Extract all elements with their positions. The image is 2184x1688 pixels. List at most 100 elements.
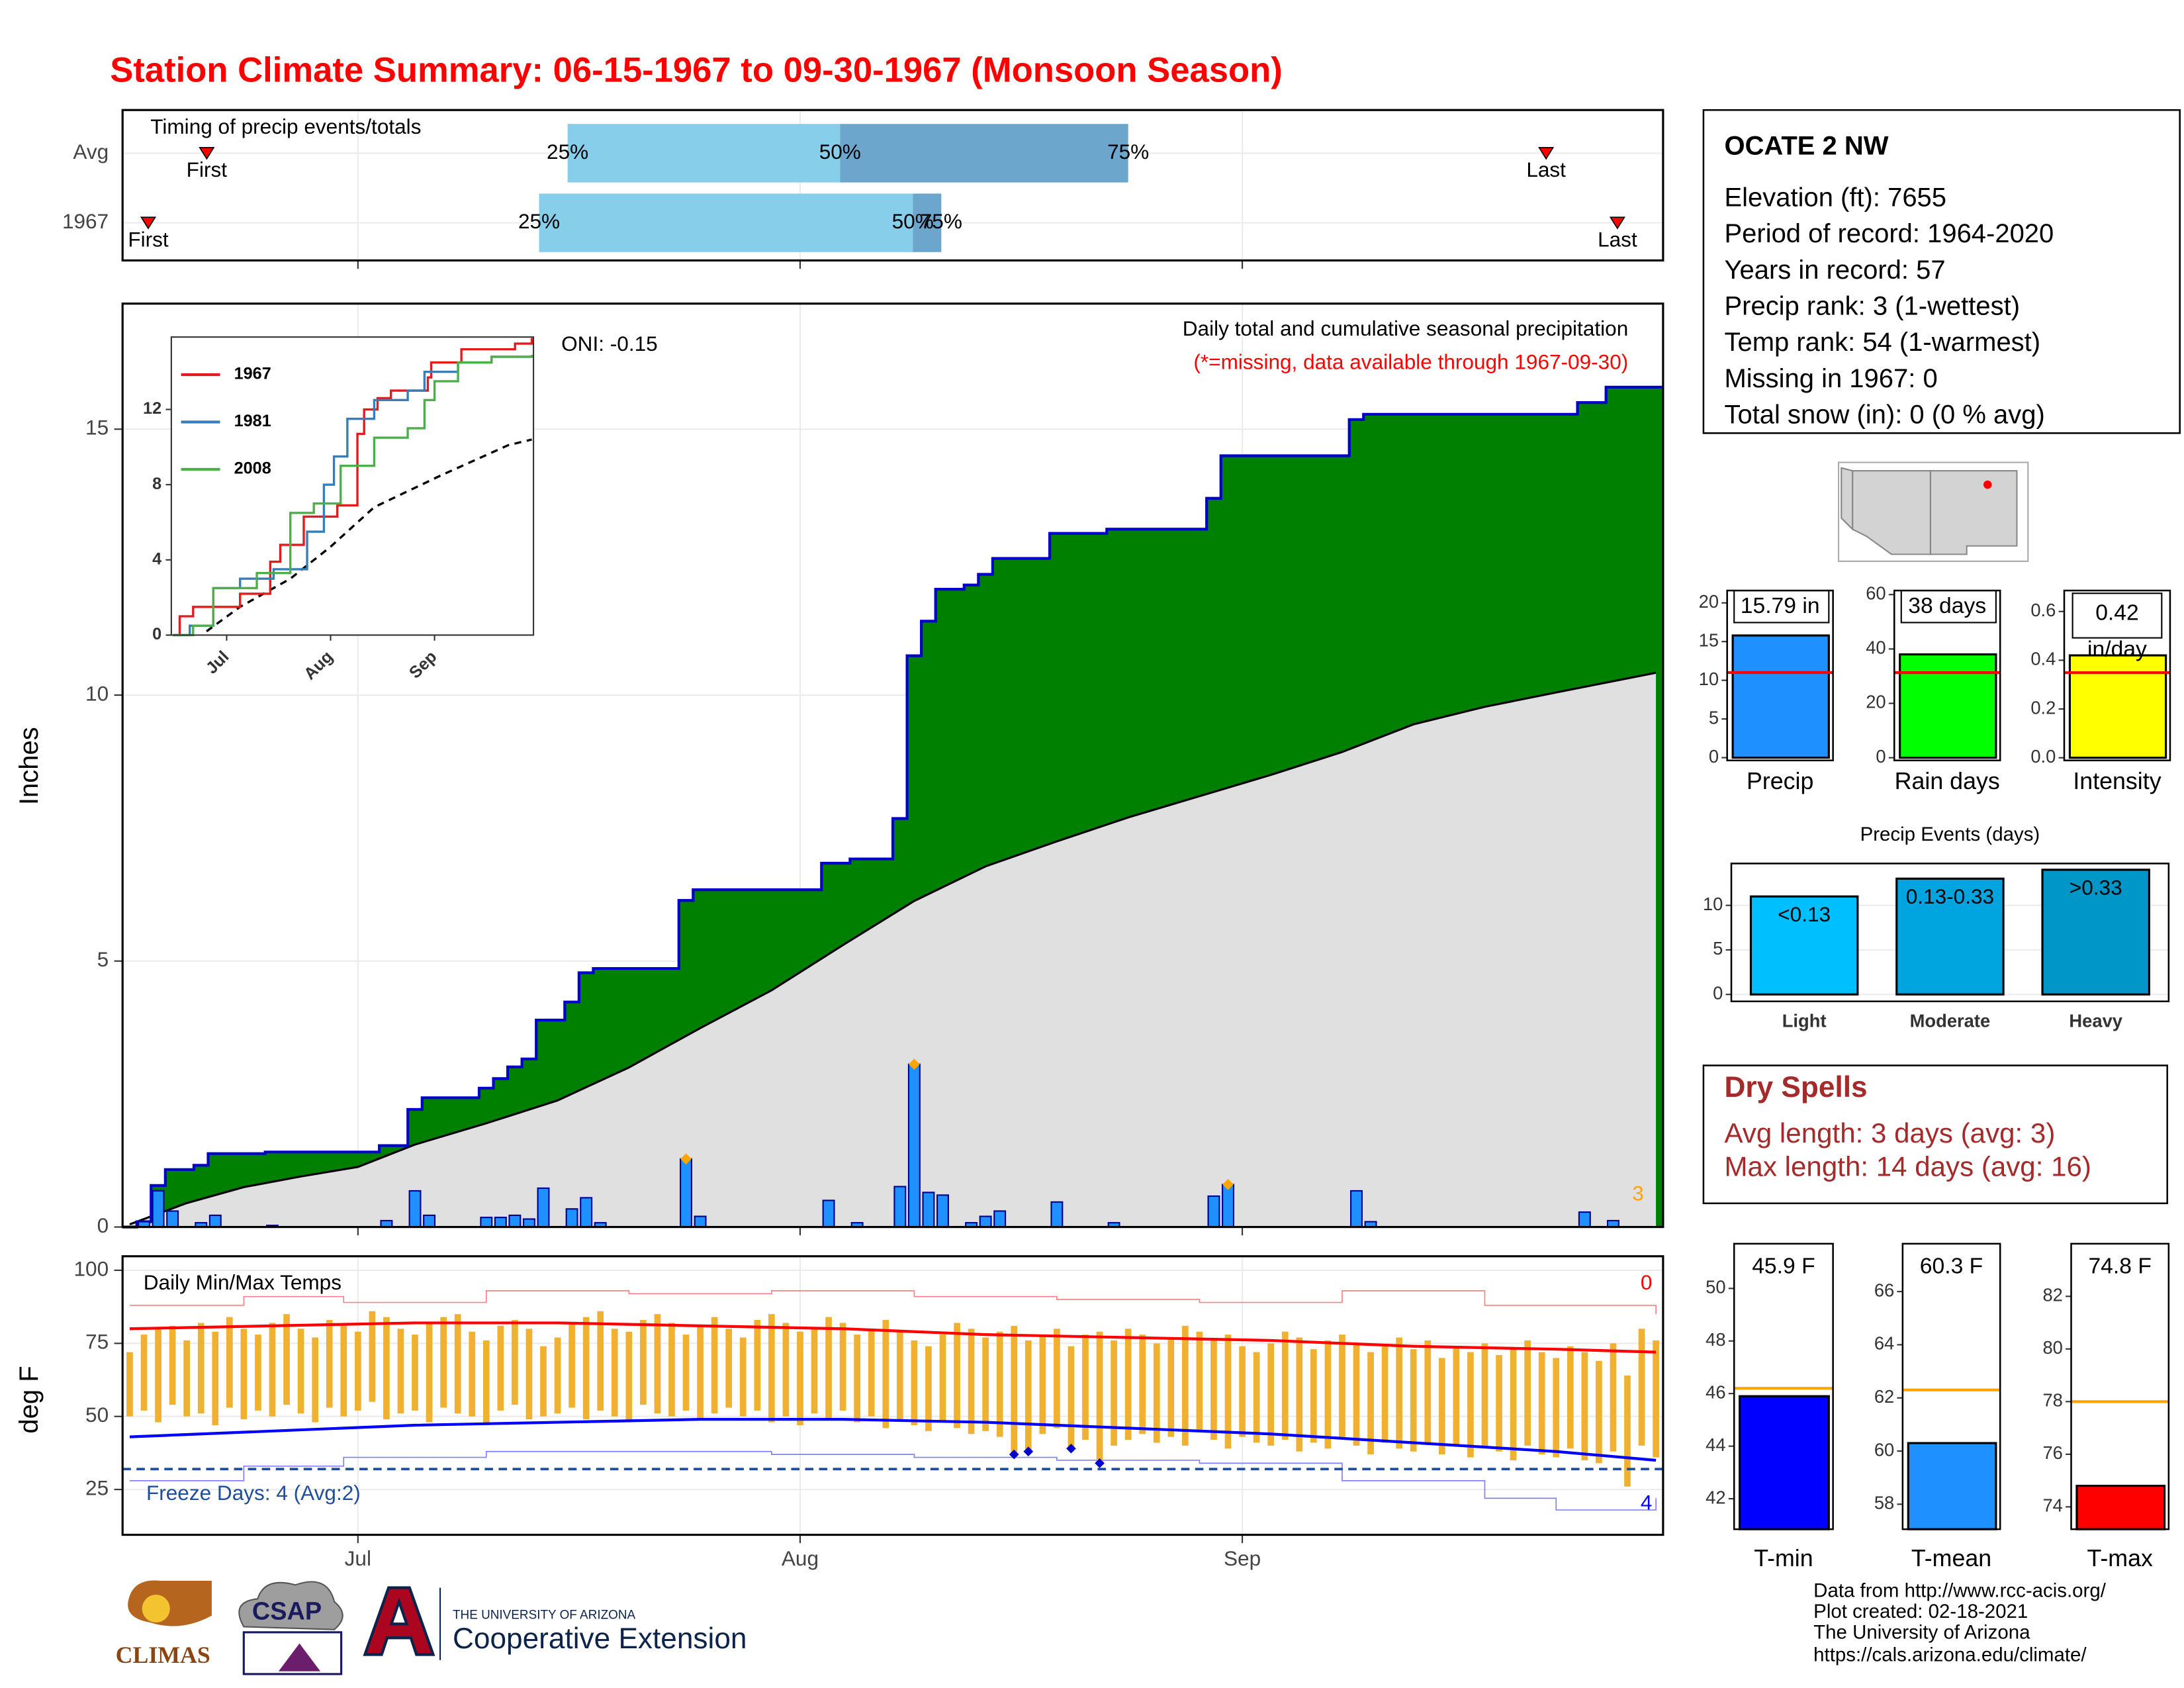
x-tick-label: Sep [1224, 1546, 1261, 1570]
y-axis-label: deg F [15, 1366, 44, 1433]
event-label: Last [1526, 158, 1566, 181]
bar [2075, 1484, 2166, 1530]
temp-range-bar [525, 1329, 533, 1420]
daily-bar [694, 1215, 707, 1228]
station-line: Years in record: 57 [1724, 256, 1945, 285]
temp-range-bar [1381, 1346, 1388, 1443]
quartile-label: 25% [547, 140, 588, 164]
low-count: 4 [1641, 1491, 1653, 1515]
panel-title: Precip Events (days) [1860, 823, 2040, 845]
y-tick-label: 0 [1876, 746, 1886, 767]
temp-range-bar [155, 1329, 161, 1423]
temp-range-bar [1324, 1340, 1332, 1449]
temp-range-bar [1153, 1343, 1160, 1443]
y-tick-label: 4 [152, 549, 161, 568]
quartile-band [913, 193, 942, 252]
temp-range-bar [1624, 1375, 1631, 1487]
temp-range-bar [996, 1331, 1003, 1437]
temp-range-bar [312, 1337, 319, 1423]
temp-range-bar [255, 1335, 261, 1411]
temp-range-bar [1082, 1335, 1089, 1440]
y-tick-label: 8 [152, 475, 161, 493]
temp-range-bar [1538, 1352, 1545, 1455]
value-label: in/day [2087, 637, 2147, 661]
bar [1899, 653, 1997, 759]
temp-range-bar [811, 1329, 818, 1414]
y-tick-label: 50 [85, 1403, 109, 1427]
temp-range-bar [854, 1335, 861, 1423]
average-line [206, 438, 532, 633]
high-count: 0 [1641, 1270, 1653, 1294]
temp-range-bar [1638, 1329, 1645, 1446]
daily-bar [680, 1158, 693, 1228]
daily-bar [152, 1190, 165, 1228]
y-tick-label: 0.2 [2030, 697, 2056, 718]
legend-label: 1967 [234, 365, 271, 383]
daily-bar [537, 1187, 550, 1228]
station-line: Period of record: 1964-2020 [1724, 219, 2054, 248]
daily-bar [993, 1210, 1007, 1228]
temp-range-bar [1267, 1343, 1275, 1446]
logo-text: THE UNIVERSITY OF ARIZONA [453, 1609, 636, 1622]
record-high-line [129, 1290, 1657, 1315]
temp-range-bar [183, 1340, 191, 1417]
quartile-label: 50% [892, 209, 934, 233]
temp-range-bar [1039, 1335, 1046, 1434]
y-tick-label: 10 [1703, 894, 1723, 914]
y-tick-label: 5 [1713, 938, 1723, 959]
daily-bar [1207, 1195, 1220, 1228]
temp-range-bar [569, 1323, 575, 1408]
y-tick-label: 60 [1874, 1439, 1894, 1460]
temp-range-bar [1438, 1358, 1445, 1455]
legend-label: 1981 [234, 412, 271, 430]
temp-range-bar [1196, 1331, 1203, 1431]
temp-range-bar [126, 1352, 133, 1417]
dry-spells: Dry Spells Avg length: 3 days (avg: 3) M… [1702, 1064, 2169, 1205]
temp-range-bar [1596, 1360, 1602, 1464]
y-tick-label: 0 [152, 625, 161, 643]
quartile-band [567, 124, 841, 183]
temp-range-bar [1367, 1352, 1374, 1455]
temp-range-bar [939, 1335, 946, 1423]
y-tick-label: 75 [85, 1330, 109, 1354]
temp-range-bar [1510, 1349, 1517, 1460]
temp-range-bar [825, 1317, 832, 1420]
y-tick-label: 25 [85, 1476, 109, 1499]
daily-bar [580, 1197, 593, 1228]
csap-cloud [238, 1581, 343, 1630]
map-state [1841, 467, 1854, 532]
temp-range-bar [1011, 1325, 1018, 1455]
y-tick-label: 0 [1709, 746, 1719, 767]
y-tick-label: 12 [143, 399, 161, 418]
record-low-marker [1009, 1449, 1019, 1460]
category-label: T-max [2087, 1545, 2153, 1571]
value-label: 15.79 in [1741, 594, 1820, 618]
temp-range-bar [925, 1346, 932, 1431]
temp-range-bar [1224, 1335, 1232, 1449]
temp-range-bar [954, 1323, 960, 1429]
range-label: 0.13-0.33 [1906, 884, 1994, 908]
value-label-box [2071, 592, 2163, 639]
daily-bar [922, 1192, 935, 1228]
y-tick-label: 40 [1866, 637, 1886, 658]
y-tick-label: 46 [1706, 1382, 1725, 1402]
temp-range-bar [782, 1323, 790, 1417]
category-label: Rain days [1895, 768, 2000, 794]
logo-text: Cooperative Extension [453, 1622, 747, 1655]
station-frame [1702, 109, 2181, 434]
highlight-marker [908, 1058, 920, 1070]
map-state [1929, 470, 2018, 555]
value-label-box [1733, 590, 1830, 624]
y-tick-label: 42 [1706, 1487, 1725, 1507]
daily-bar [208, 1214, 222, 1228]
temp-range-bar [326, 1320, 333, 1408]
event-label: First [187, 158, 228, 181]
y-tick-label: 0.0 [2030, 746, 2056, 767]
temp-range-bar [1096, 1331, 1103, 1464]
highlight-marker [1222, 1178, 1234, 1190]
value-label: 0.42 [2095, 601, 2139, 626]
temp-range-bar [697, 1325, 704, 1420]
event-marker [1538, 147, 1555, 160]
y-tick-label: 44 [1706, 1434, 1725, 1455]
